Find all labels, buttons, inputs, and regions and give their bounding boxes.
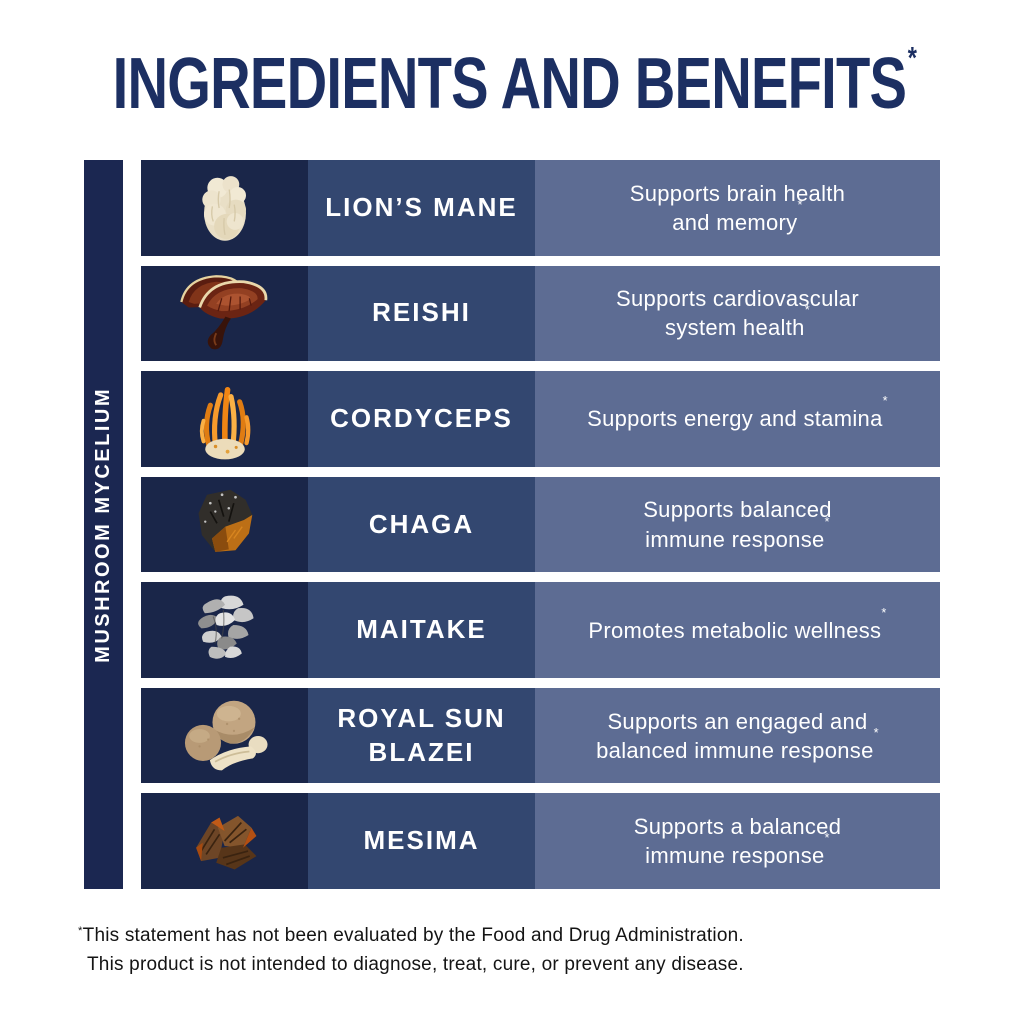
mushroom-image-cell	[141, 160, 308, 256]
ingredient-benefit: Supports a balanced immune response*	[535, 793, 940, 890]
table-row: MAITAKE Promotes metabolic wellness*	[141, 582, 940, 678]
ingredient-benefit: Supports an engaged and balanced immune …	[535, 687, 940, 784]
ingredient-name: MESIMA	[308, 793, 535, 890]
ingredient-name: CHAGA	[308, 476, 535, 573]
mushroom-mycelium-sidebar: MUSHROOM MYCELIUM	[84, 160, 123, 889]
mushroom-image-cell	[141, 265, 308, 362]
ingredient-benefit: Supports cardiovascular system health*	[535, 265, 940, 362]
mesima-image	[195, 816, 256, 870]
ingredient-benefit: Promotes metabolic wellness*	[535, 582, 940, 678]
ingredient-name: CORDYCEPS	[308, 371, 535, 467]
ingredient-name: MAITAKE	[308, 582, 535, 678]
benefit-asterisk: *	[824, 513, 830, 529]
table-row: CORDYCEPS Supports energy and stamina*	[141, 371, 940, 467]
benefit-asterisk: *	[881, 604, 887, 620]
fda-disclaimer: *This statement has not been evaluated b…	[78, 922, 744, 979]
disclaimer-asterisk: *	[78, 925, 83, 937]
disclaimer-line-2: This product is not intended to diagnose…	[87, 953, 744, 975]
maitake-image	[197, 595, 254, 659]
ingredient-name: LION’S MANE	[308, 160, 535, 256]
mushroom-image-cell	[141, 582, 308, 678]
table-row: REISHI Supports cardiovascular system he…	[141, 265, 940, 362]
mushroom-image-cell	[141, 687, 308, 784]
mushroom-image-cell	[141, 371, 308, 467]
benefit-asterisk: *	[804, 302, 810, 318]
benefit-asterisk: *	[882, 393, 888, 409]
page-title-text: INGREDIENTS AND BENEFITS	[112, 44, 907, 124]
cordyceps-image	[199, 386, 250, 460]
sidebar-label: MUSHROOM MYCELIUM	[92, 386, 114, 663]
mushroom-image-cell	[141, 793, 308, 890]
benefit-asterisk: *	[797, 196, 803, 212]
royal-sun-blazei-image	[184, 700, 268, 771]
ingredient-benefit: Supports energy and stamina*	[535, 371, 940, 467]
title-asterisk: *	[907, 42, 917, 75]
benefit-asterisk: *	[824, 830, 830, 846]
page-title: INGREDIENTS AND BENEFITS*	[113, 43, 917, 120]
lions-mane-image	[201, 175, 246, 241]
disclaimer-line-1: *This statement has not been evaluated b…	[78, 925, 744, 946]
benefit-asterisk: *	[873, 724, 879, 740]
ingredients-table: LION’S MANE Supports brain health and me…	[141, 160, 940, 890]
reishi-image	[180, 275, 268, 350]
table-row: LION’S MANE Supports brain health and me…	[141, 160, 940, 256]
table-row: ROYAL SUN BLAZEI Supports an engaged and…	[141, 687, 940, 784]
chaga-image	[198, 489, 252, 552]
ingredient-benefit: Supports brain health and memory*	[535, 160, 940, 256]
table-row: CHAGA Supports balanced immune response*	[141, 476, 940, 573]
mushroom-image-cell	[141, 476, 308, 573]
ingredient-name: REISHI	[308, 265, 535, 362]
table-row: MESIMA Supports a balanced immune respon…	[141, 793, 940, 890]
ingredient-name: ROYAL SUN BLAZEI	[308, 687, 535, 784]
ingredient-benefit: Supports balanced immune response*	[535, 476, 940, 573]
